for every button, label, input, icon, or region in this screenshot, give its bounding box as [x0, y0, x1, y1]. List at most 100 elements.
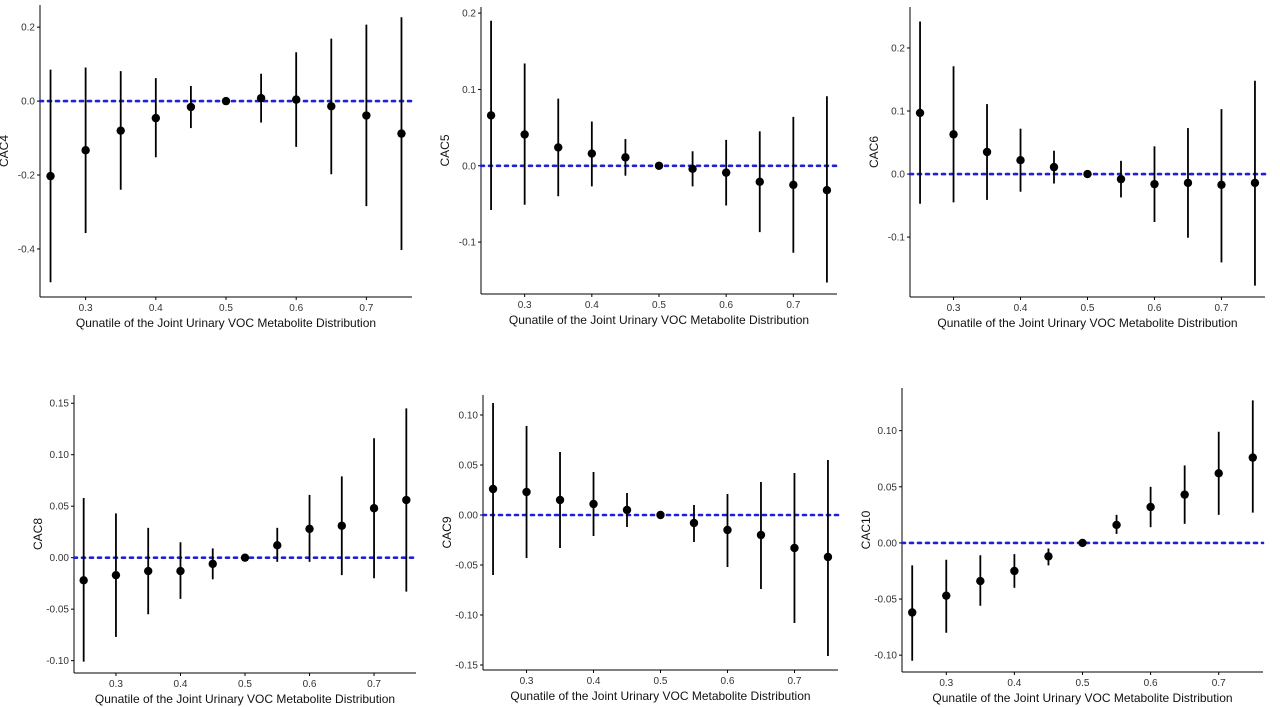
- y-tick-label: 0.2: [21, 23, 35, 34]
- chart-panel-cac9: 0.10 0.05 0.00 -0.05 -0.10 -0.15 0.3 0.4 0.5 0.6 0…: [440, 395, 840, 703]
- y-tick-label: -0.1: [459, 238, 477, 249]
- y-axis-title: CAC10: [859, 510, 873, 549]
- data-point: [144, 566, 153, 576]
- x-tick-label: 0.3: [518, 300, 532, 311]
- data-point: [949, 130, 958, 139]
- x-tick-label: 0.5: [219, 303, 233, 314]
- data-point: [621, 153, 630, 162]
- y-tick-label: 0.10: [459, 411, 479, 422]
- data-point: [755, 177, 764, 186]
- y-tick-label: 0.2: [891, 43, 905, 54]
- y-axis-title: CAC8: [31, 518, 45, 550]
- data-point: [555, 495, 565, 505]
- y-tick-label: 0.0: [891, 170, 905, 181]
- x-tick-label: 0.7: [788, 676, 802, 687]
- data-point: [756, 530, 766, 540]
- y-tick-label: 0.05: [50, 502, 70, 513]
- x-tick-label: 0.4: [1014, 303, 1028, 314]
- y-tick-label: 0.00: [50, 553, 70, 564]
- data-point: [362, 111, 371, 120]
- x-axis-title: Qunatile of the Joint Urinary VOC Metabo…: [510, 689, 810, 703]
- data-point: [397, 129, 406, 138]
- data-point: [721, 168, 731, 177]
- x-axis-title: Qunatile of the Joint Urinary VOC Metabo…: [76, 316, 376, 330]
- data-point: [176, 566, 185, 576]
- y-tick-label: -0.15: [455, 661, 478, 672]
- y-tick-label: 0.15: [50, 399, 70, 410]
- data-point: [273, 541, 282, 550]
- x-tick-label: 0.7: [1212, 678, 1226, 689]
- data-point: [1078, 538, 1087, 548]
- data-point: [822, 185, 832, 195]
- chart-panel-cac6: 0.2 0.1 0.0 -0.1 0.3 0.4 0.5 0.6 0.7 Qunatile of …: [867, 7, 1267, 330]
- data-point: [1112, 520, 1121, 530]
- data-point: [337, 521, 346, 530]
- x-tick-label: 0.5: [654, 676, 668, 687]
- y-tick-label: 0.00: [459, 511, 479, 522]
- y-axis-title: CAC6: [867, 136, 881, 168]
- y-tick-label: -0.10: [874, 651, 897, 662]
- y-tick-label: -0.10: [455, 611, 478, 622]
- data-point: [915, 108, 925, 118]
- data-point: [689, 518, 699, 528]
- data-point: [488, 484, 498, 494]
- data-point: [1016, 155, 1025, 165]
- x-tick-label: 0.4: [587, 676, 601, 687]
- data-point: [1250, 178, 1260, 188]
- y-tick-label: 0.2: [462, 9, 476, 20]
- data-point: [789, 180, 798, 190]
- x-tick-label: 0.7: [786, 300, 800, 311]
- data-point: [1217, 180, 1226, 189]
- x-tick-label: 0.4: [174, 679, 188, 690]
- data-point: [151, 113, 161, 123]
- x-tick-label: 0.6: [289, 303, 303, 314]
- data-point: [81, 146, 90, 155]
- x-tick-label: 0.3: [109, 679, 123, 690]
- data-point: [1248, 453, 1257, 462]
- data-point: [1180, 490, 1189, 499]
- data-point: [554, 143, 563, 152]
- data-point: [1083, 169, 1092, 179]
- data-point: [723, 525, 732, 535]
- y-tick-label: 0.10: [878, 426, 898, 437]
- chart-panel-cac8: 0.15 0.10 0.05 0.00 -0.05 -0.10 0.3 0.4 0.5 0.6 0.…: [31, 395, 418, 706]
- data-point: [790, 543, 799, 553]
- data-point: [520, 130, 529, 139]
- y-tick-label: 0.1: [462, 85, 476, 96]
- y-tick-label: 0.10: [50, 450, 70, 461]
- data-point: [942, 591, 951, 600]
- y-tick-label: -0.10: [46, 656, 69, 667]
- data-point: [982, 147, 992, 157]
- x-axis-title: Qunatile of the Joint Urinary VOC Metabo…: [509, 313, 809, 327]
- data-point: [688, 164, 697, 174]
- data-point: [1146, 502, 1155, 512]
- data-point: [656, 510, 665, 520]
- data-point: [486, 111, 496, 120]
- y-tick-label: 0.0: [462, 161, 476, 172]
- y-tick-label: 0.05: [878, 482, 898, 493]
- data-point: [46, 171, 55, 181]
- data-point: [111, 570, 121, 580]
- x-tick-label: 0.4: [149, 303, 163, 314]
- x-tick-label: 0.5: [1076, 678, 1090, 689]
- data-point: [186, 102, 196, 112]
- x-tick-label: 0.6: [721, 676, 735, 687]
- x-tick-label: 0.4: [1007, 678, 1021, 689]
- x-tick-label: 0.7: [1215, 303, 1229, 314]
- x-tick-label: 0.4: [585, 300, 599, 311]
- data-point: [823, 552, 833, 562]
- data-point: [116, 126, 125, 135]
- x-tick-label: 0.6: [1148, 303, 1162, 314]
- y-axis-title: CAC9: [440, 516, 454, 548]
- x-tick-label: 0.3: [520, 676, 534, 687]
- data-point: [908, 608, 917, 617]
- data-point: [402, 495, 411, 505]
- chart-panel-cac5: 0.2 0.1 0.0 -0.1 0.3 0.4 0.5 0.6 0.7 Qunatile of …: [438, 7, 839, 327]
- y-tick-label: 0.05: [459, 461, 479, 472]
- x-tick-label: 0.3: [947, 303, 961, 314]
- x-tick-label: 0.5: [238, 679, 252, 690]
- chart-panel-cac4: 0.2 0.0 -0.2 -0.4 0.3 0.4 0.5 0.6 0.7 Qunatile of…: [0, 5, 414, 330]
- data-point: [1044, 552, 1053, 561]
- y-tick-label: -0.2: [18, 171, 36, 182]
